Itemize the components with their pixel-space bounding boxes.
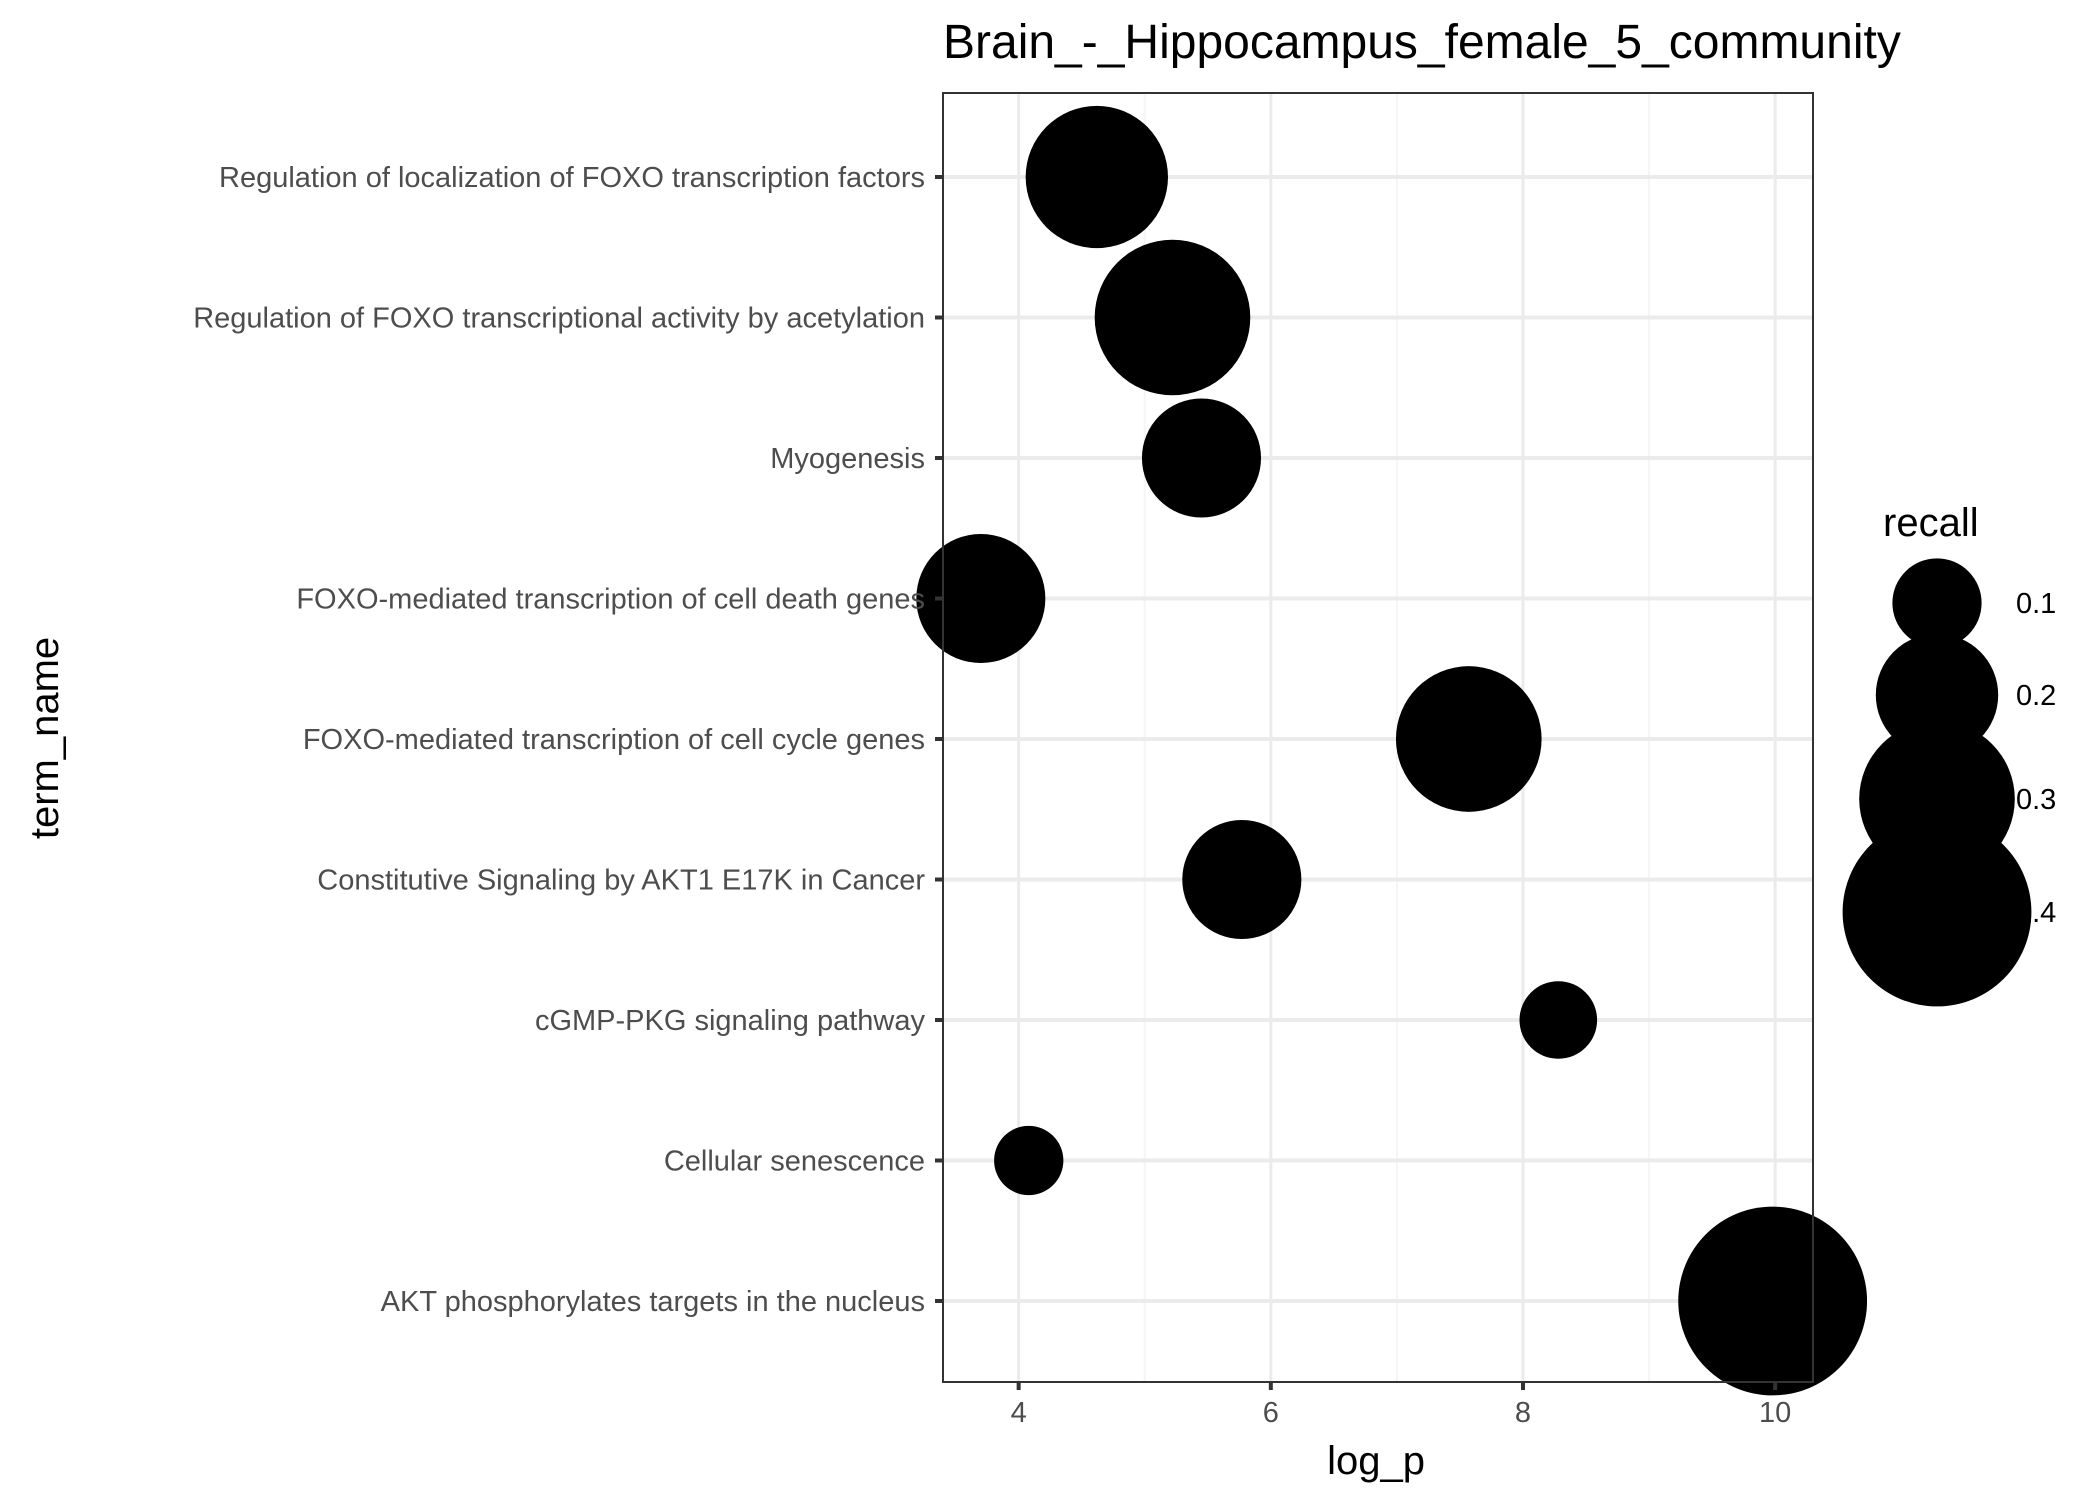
y-tick-label: AKT phosphorylates targets in the nucleu… bbox=[381, 1286, 925, 1318]
legend-key-label: 0.3 bbox=[2016, 784, 2056, 816]
x-tick-label: 10 bbox=[1759, 1397, 1791, 1429]
x-tick-label: 4 bbox=[1011, 1397, 1027, 1429]
data-point bbox=[1094, 239, 1251, 396]
legend-key-circle bbox=[1875, 633, 1999, 757]
legend-key-circle bbox=[1842, 817, 2032, 1007]
y-axis-title: term_name bbox=[23, 637, 67, 839]
data-point bbox=[994, 1125, 1064, 1196]
data-point bbox=[1519, 981, 1598, 1059]
legend-key-circle bbox=[1892, 558, 1982, 648]
legend-key-label: 0.2 bbox=[2016, 680, 2056, 712]
size-legend: recall 0.1 0.2 0.3 0.4 bbox=[1842, 501, 2056, 1007]
y-tick-label: cGMP-PKG signaling pathway bbox=[535, 1005, 926, 1037]
y-tick-label: Regulation of localization of FOXO trans… bbox=[219, 162, 925, 194]
y-tick-label: Myogenesis bbox=[770, 443, 925, 475]
y-tick-label: FOXO-mediated transcription of cell cycl… bbox=[303, 724, 925, 756]
data-point bbox=[1182, 819, 1302, 940]
data-point bbox=[1678, 1206, 1868, 1396]
data-point bbox=[1395, 666, 1542, 812]
legend-key-label: 0.4 bbox=[2016, 897, 2056, 929]
y-tick-label: FOXO-mediated transcription of cell deat… bbox=[296, 584, 925, 616]
data-point bbox=[1025, 105, 1168, 249]
x-axis-title: log_p bbox=[1327, 1439, 1425, 1483]
chart-title: Brain_-_Hippocampus_female_5_community bbox=[943, 16, 1901, 69]
legend-key-label: 0.1 bbox=[2016, 588, 2056, 620]
x-tick-label: 6 bbox=[1263, 1397, 1279, 1429]
y-tick-label: Cellular senescence bbox=[664, 1146, 925, 1178]
x-tick-label: 8 bbox=[1515, 1397, 1531, 1429]
data-point bbox=[1141, 398, 1262, 518]
legend-title: recall bbox=[1883, 501, 1979, 545]
plot-panel bbox=[916, 92, 1868, 1396]
data-point bbox=[916, 533, 1046, 664]
x-axis: 4 6 8 10 bbox=[1011, 1382, 1791, 1429]
y-tick-label: Regulation of FOXO transcriptional activ… bbox=[193, 303, 925, 335]
y-axis: Regulation of localization of FOXO trans… bbox=[193, 162, 943, 1318]
y-tick-label: Constitutive Signaling by AKT1 E17K in C… bbox=[317, 865, 925, 897]
